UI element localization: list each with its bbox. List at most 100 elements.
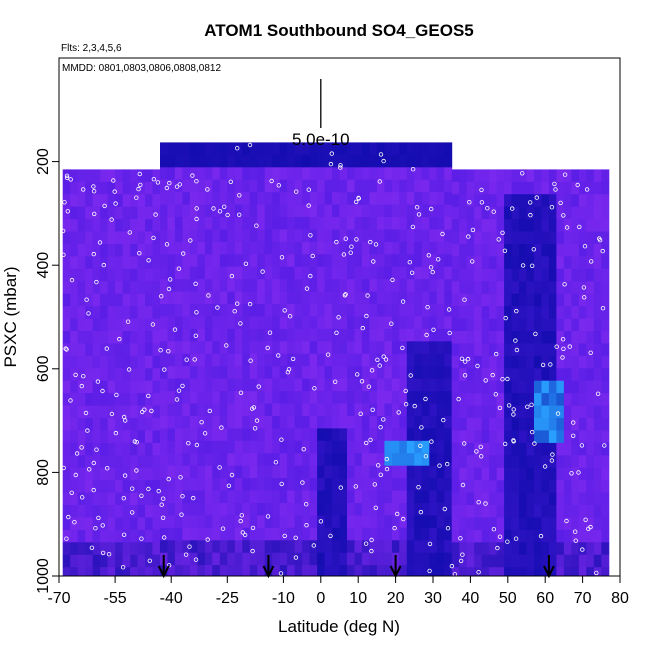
heat-cell bbox=[204, 229, 213, 243]
flight-marker-arrow bbox=[262, 565, 275, 579]
heat-cell bbox=[511, 219, 520, 232]
heat-cell bbox=[279, 341, 288, 355]
heat-cell bbox=[249, 565, 258, 577]
heat-cell bbox=[107, 492, 116, 506]
heat-cell bbox=[197, 192, 206, 206]
heat-cell bbox=[107, 169, 116, 183]
heat-cell bbox=[145, 169, 153, 183]
heat-cell bbox=[511, 418, 520, 431]
heat-cell bbox=[347, 204, 355, 218]
heat-cell bbox=[242, 378, 251, 392]
heat-cell bbox=[160, 192, 168, 206]
sample-point bbox=[416, 485, 421, 490]
sample-point bbox=[250, 548, 255, 554]
heat-cell bbox=[242, 204, 251, 218]
sample-point bbox=[410, 224, 416, 230]
heat-cell bbox=[160, 304, 168, 317]
sample-point bbox=[528, 200, 533, 205]
heat-cell bbox=[62, 480, 71, 494]
heat-cell bbox=[332, 204, 340, 218]
heat-cell bbox=[227, 179, 236, 193]
sample-point bbox=[377, 179, 382, 184]
heat-cell bbox=[511, 355, 520, 369]
heat-cell bbox=[317, 440, 326, 454]
sample-point bbox=[65, 209, 70, 214]
heat-cell bbox=[219, 192, 228, 206]
heat-cell bbox=[287, 142, 296, 156]
sample-point bbox=[83, 410, 89, 416]
heat-cell bbox=[115, 368, 124, 382]
heat-cell bbox=[234, 440, 243, 454]
heat-cell bbox=[189, 366, 198, 380]
heat-cell bbox=[70, 480, 79, 494]
heat-cell bbox=[317, 266, 326, 280]
heat-cell bbox=[474, 492, 483, 506]
heat-cell bbox=[578, 467, 587, 481]
heat-cell bbox=[571, 542, 580, 556]
heat-cell bbox=[481, 505, 490, 518]
heat-cell bbox=[234, 415, 243, 429]
heat-cell bbox=[504, 505, 513, 518]
sample-point bbox=[528, 212, 533, 218]
heat-cell bbox=[451, 306, 460, 319]
heat-cell bbox=[526, 467, 535, 481]
heat-cell bbox=[399, 304, 408, 317]
heat-cell bbox=[264, 366, 273, 380]
heat-cell bbox=[578, 492, 587, 506]
heat-cell bbox=[429, 391, 438, 404]
heat-cell bbox=[534, 355, 542, 369]
heat-cell bbox=[369, 366, 378, 380]
heat-cell bbox=[526, 306, 535, 319]
heat-cell bbox=[287, 552, 296, 566]
heat-cell bbox=[339, 192, 348, 206]
heat-cell bbox=[466, 405, 475, 419]
heat-cell bbox=[77, 529, 86, 543]
heat-cell bbox=[421, 428, 430, 442]
heat-cell bbox=[429, 353, 438, 367]
heat-cell bbox=[189, 167, 198, 181]
heat-cell bbox=[279, 204, 288, 218]
heat-cell bbox=[264, 279, 273, 293]
heat-cell bbox=[332, 229, 340, 243]
x-tick-label: 70 bbox=[574, 590, 592, 607]
heat-cell bbox=[174, 353, 183, 367]
heat-cell bbox=[227, 229, 236, 243]
sample-point bbox=[139, 536, 144, 541]
heat-cell bbox=[92, 418, 101, 431]
sample-point bbox=[192, 357, 197, 362]
heat-cell bbox=[264, 428, 273, 442]
heat-cell bbox=[70, 455, 79, 469]
heat-cell bbox=[145, 430, 153, 444]
heat-cell bbox=[167, 241, 176, 255]
heat-cell bbox=[324, 478, 333, 491]
heat-cell bbox=[100, 256, 109, 270]
sample-point bbox=[530, 263, 535, 268]
sample-point bbox=[550, 452, 555, 457]
sample-point bbox=[390, 277, 395, 283]
heat-cell bbox=[152, 405, 161, 419]
heat-cell bbox=[264, 515, 273, 529]
heat-cell bbox=[347, 503, 355, 516]
heat-cell bbox=[287, 478, 296, 491]
heat-cell bbox=[122, 219, 131, 232]
heat-cell bbox=[130, 268, 139, 282]
heat-cell bbox=[234, 266, 243, 280]
heat-cell bbox=[369, 279, 378, 293]
heat-cell bbox=[115, 405, 124, 419]
heat-cell bbox=[586, 505, 595, 518]
heat-cell bbox=[444, 279, 453, 293]
heat-cell bbox=[77, 517, 86, 531]
sample-point bbox=[72, 520, 77, 525]
heat-cell bbox=[384, 565, 393, 577]
heat-cell bbox=[369, 552, 378, 566]
heat-cell bbox=[586, 517, 595, 531]
heat-cell bbox=[571, 194, 580, 208]
heat-cell bbox=[242, 391, 251, 404]
heat-cell bbox=[541, 430, 550, 444]
heat-cell bbox=[324, 254, 333, 268]
heat-cell bbox=[130, 554, 139, 568]
heat-cell bbox=[391, 465, 400, 479]
heat-cell bbox=[436, 353, 445, 367]
heat-cell bbox=[242, 403, 251, 417]
heat-cell bbox=[548, 505, 557, 518]
